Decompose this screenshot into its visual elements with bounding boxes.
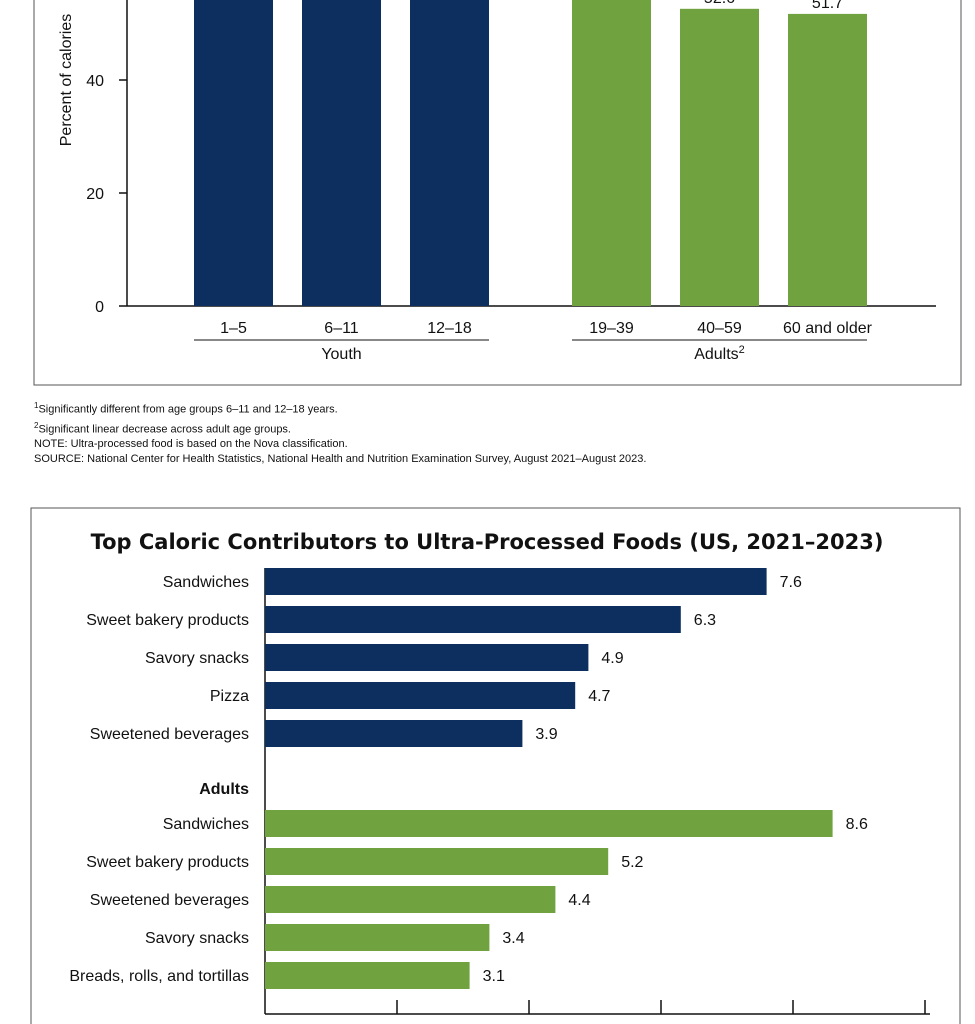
category-label: Pizza (210, 688, 249, 705)
value-label: 4.7 (588, 688, 610, 705)
bar-youth-2 (302, 0, 381, 306)
value-label: 3.4 (502, 930, 524, 947)
category-label: Sweetened beverages (90, 726, 249, 743)
group-label: Adults2 (694, 344, 745, 363)
source-line: SOURCE: National Center for Health Stati… (34, 453, 647, 466)
bar-row (265, 682, 576, 709)
bar-row (265, 606, 681, 633)
category-label: Sweet bakery products (86, 854, 249, 871)
x-tick-label: 1–5 (220, 320, 247, 337)
bar-youth-1 (194, 0, 273, 306)
bar-row (265, 810, 833, 837)
category-label: Breads, rolls, and tortillas (69, 968, 249, 985)
chart-frame-bottom (30, 507, 961, 1024)
value-label: 7.6 (780, 574, 802, 591)
category-label: Sandwiches (163, 816, 249, 833)
group-label: Youth (321, 346, 361, 363)
data-label: 51.7 (812, 0, 843, 12)
bar-row (265, 568, 767, 595)
bar-adults-3 (788, 13, 867, 307)
x-tick-label: 60 and older (783, 320, 873, 337)
chart-frame (33, 0, 962, 386)
bar-row (265, 720, 523, 747)
data-label: 52.6 (704, 0, 735, 7)
footnote-2: 2Significant linear decrease across adul… (34, 420, 291, 436)
bar-row (265, 924, 490, 951)
value-label: 8.6 (846, 816, 868, 833)
x-tick-label: 19–39 (589, 320, 634, 337)
footnote-1: 1Significantly different from age groups… (34, 401, 338, 416)
group-heading: Adults (199, 781, 249, 798)
bar-row (265, 962, 470, 989)
bar-adults-2 (680, 8, 759, 307)
bar-row (265, 848, 609, 875)
x-tick-label: 12–18 (427, 320, 472, 337)
category-label: Savory snacks (145, 650, 249, 667)
bar-youth-3 (410, 0, 489, 306)
footnotes: 1Significantly different from age groups… (34, 398, 954, 467)
bar-row (265, 644, 589, 671)
category-label: Savory snacks (145, 930, 249, 947)
value-label: 3.9 (535, 726, 557, 743)
y-tick-label: 0 (95, 299, 104, 316)
value-label: 5.2 (621, 854, 643, 871)
value-label: 3.1 (483, 968, 505, 985)
bar-adults-1 (572, 0, 651, 306)
note-line: NOTE: Ultra-processed food is based on t… (34, 438, 348, 451)
y-tick-label: 20 (86, 186, 104, 203)
x-tick-label: 6–11 (324, 320, 359, 337)
value-label: 4.4 (568, 892, 590, 909)
y-axis-label: Percent of calories (58, 14, 75, 147)
value-label: 4.9 (601, 650, 623, 667)
chart-title: Top Caloric Contributors to Ultra-Proces… (91, 530, 884, 554)
category-label: Sweetened beverages (90, 892, 249, 909)
y-tick-label: 40 (86, 73, 104, 90)
category-label: Sweet bakery products (86, 612, 249, 629)
category-label: Sandwiches (163, 574, 249, 591)
group-superscript: 2 (739, 344, 745, 356)
bar-row (265, 886, 556, 913)
value-label: 6.3 (694, 612, 716, 629)
age-group-upf-chart: Percent of calories 0 20 40 1–5 6–11 12–18 Yo… (33, 0, 962, 386)
x-tick-label: 40–59 (697, 320, 742, 337)
